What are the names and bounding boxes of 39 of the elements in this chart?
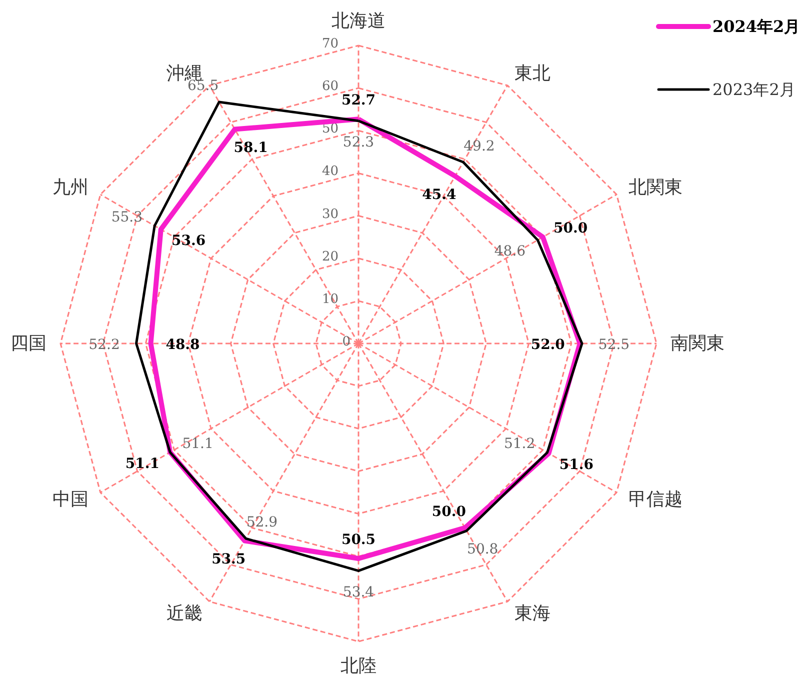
data-label: 53.6	[172, 232, 206, 249]
spoke-label: 北海道	[332, 10, 386, 32]
y-tick-label: 20	[322, 249, 339, 264]
spoke-label: 北陸	[340, 656, 376, 676]
data-label: 52.7	[341, 92, 376, 109]
legend-label: 2024年2月	[712, 17, 800, 36]
y-tick-label: 30	[322, 206, 339, 222]
spoke-label: 四国	[10, 333, 46, 354]
data-label: 51.1	[125, 456, 160, 472]
y-tick-label: 10	[322, 292, 339, 307]
spoke-label: 近畿	[166, 603, 202, 624]
spoke-label: 九州	[52, 177, 88, 198]
spoke-label: 中国	[52, 489, 88, 510]
spoke-label: 南関東	[670, 333, 724, 354]
spoke-label: 東北	[514, 62, 550, 84]
y-tick-label: 60	[322, 79, 339, 94]
data-label: 53.4	[342, 584, 374, 600]
data-label: 51.1	[182, 436, 214, 452]
data-label: 52.0	[530, 337, 566, 353]
data-label: 50.0	[554, 220, 588, 237]
data-label: 48.8	[166, 337, 200, 353]
data-label: 55.3	[111, 209, 142, 226]
spoke-label: 北関東	[628, 177, 683, 198]
spoke-label: 東海	[514, 603, 550, 624]
data-label: 51.6	[559, 456, 594, 473]
data-label: 52.3	[342, 134, 374, 150]
data-label: 53.5	[212, 552, 246, 568]
data-label: 58.1	[234, 140, 268, 156]
y-tick-label: 40	[322, 164, 339, 180]
data-label: 50.5	[341, 532, 376, 548]
data-label: 45.4	[422, 186, 456, 203]
data-label: 51.2	[504, 436, 536, 452]
data-label: 50.8	[467, 542, 498, 558]
spoke-label: 甲信越	[628, 489, 683, 510]
data-label: 52.9	[246, 514, 278, 531]
data-label: 49.2	[464, 138, 495, 154]
data-label: 50.0	[432, 504, 466, 520]
legend-label: 2023年2月	[712, 80, 796, 99]
y-tick-label: 70	[322, 36, 339, 52]
